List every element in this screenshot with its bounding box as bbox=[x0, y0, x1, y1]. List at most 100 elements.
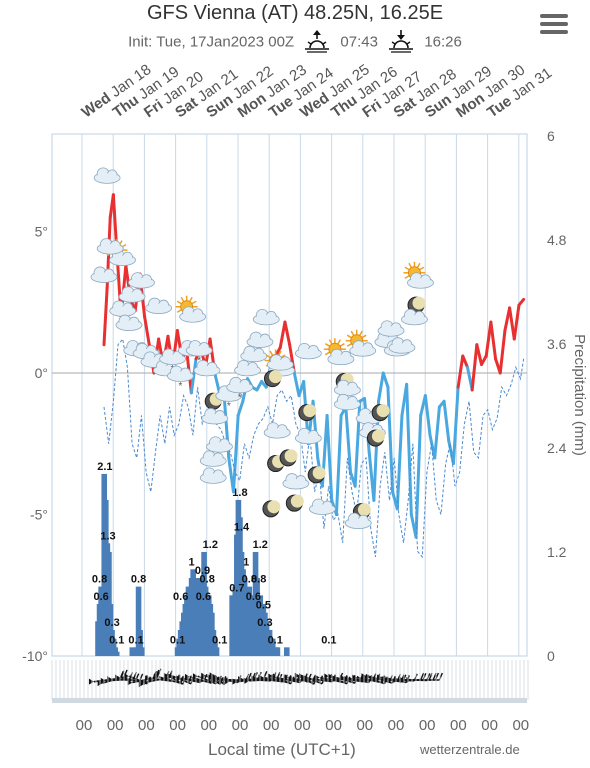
wind-feather bbox=[128, 672, 134, 680]
x-axis-title: Local time (UTC+1) bbox=[208, 740, 356, 759]
cloud-puff bbox=[112, 300, 126, 314]
wind-barb bbox=[314, 674, 348, 684]
wind-arrowhead bbox=[332, 675, 338, 682]
day-label: Fri Jan 27 bbox=[359, 68, 425, 121]
snowflake-icon: * bbox=[238, 392, 242, 403]
temperature-segment-cold bbox=[353, 399, 362, 488]
cloud-puff bbox=[249, 331, 263, 345]
precip-bar bbox=[249, 603, 256, 656]
cloud-icon bbox=[234, 359, 261, 377]
cloud-base bbox=[206, 440, 233, 453]
wind-arrowhead bbox=[324, 673, 330, 680]
sun-ray bbox=[118, 254, 123, 261]
wind-feather bbox=[206, 674, 212, 682]
precip-bar bbox=[241, 577, 248, 656]
cloud-fill bbox=[98, 244, 123, 254]
menu-button[interactable] bbox=[540, 14, 568, 36]
precip-bar bbox=[196, 586, 203, 656]
cloud-puff bbox=[214, 410, 226, 421]
cloud-fill bbox=[160, 354, 185, 364]
precip-value-label: 0.6 bbox=[93, 591, 108, 603]
precip-tick-label: 0 bbox=[547, 648, 555, 664]
wind-feather bbox=[251, 672, 256, 681]
cloud-puff bbox=[358, 408, 372, 421]
wind-feather bbox=[157, 668, 162, 677]
wind-feather bbox=[203, 673, 208, 682]
wind-shaft bbox=[366, 675, 385, 685]
sun-ray bbox=[419, 275, 425, 279]
sun-ray bbox=[361, 343, 367, 347]
wind-shaft bbox=[237, 677, 264, 683]
cloud-shape bbox=[327, 348, 355, 366]
cloud-puff bbox=[247, 361, 258, 373]
wind-feather bbox=[438, 672, 444, 681]
cloud-puff bbox=[218, 385, 232, 399]
day-date: Jan 25 bbox=[326, 61, 373, 101]
wind-barb bbox=[213, 673, 250, 683]
cloud-puff bbox=[228, 387, 240, 399]
cloud-puff bbox=[276, 424, 288, 436]
wind-shaft bbox=[356, 676, 382, 684]
cloud-fill bbox=[141, 357, 166, 367]
day-label: Sun Jan 29 bbox=[422, 63, 495, 121]
temperature-segment-cold bbox=[213, 371, 221, 395]
wind-barb bbox=[184, 673, 216, 684]
wind-barb bbox=[168, 673, 195, 685]
cloud-puff bbox=[212, 452, 224, 464]
wind-feather bbox=[299, 675, 304, 683]
wind-feather bbox=[287, 675, 292, 683]
precip-bar bbox=[198, 603, 204, 656]
temperature-segment-warm bbox=[194, 346, 203, 361]
cloud-fill bbox=[283, 479, 308, 489]
temperature-segment-cold bbox=[292, 371, 301, 398]
wind-barb bbox=[145, 674, 181, 683]
wind-barb bbox=[258, 674, 292, 684]
temperature-segment-cold bbox=[348, 470, 357, 488]
precip-value-label: 0.8 bbox=[242, 574, 257, 586]
night-cloud-icon bbox=[352, 503, 371, 521]
precip-value-label: 1.4 bbox=[234, 522, 250, 534]
day-of-week: Wed bbox=[297, 87, 336, 121]
wind-feather bbox=[212, 675, 218, 683]
temperature-segment-cold bbox=[241, 377, 250, 403]
temperature-segment-cold bbox=[306, 399, 315, 446]
temperature-segment-cold bbox=[358, 396, 367, 403]
sun-ray bbox=[176, 300, 182, 305]
cloud-fill bbox=[201, 456, 226, 466]
cloud-puff bbox=[346, 395, 358, 407]
cloud-shape bbox=[349, 340, 377, 357]
precip-bar bbox=[106, 551, 112, 656]
time-tick-label: 00 bbox=[294, 717, 311, 734]
precip-value-label: 1.2 bbox=[203, 539, 218, 551]
wind-feather bbox=[380, 675, 385, 683]
dewpoint-line bbox=[103, 337, 525, 559]
night-cloud-icon bbox=[279, 449, 298, 467]
wind-arrowhead bbox=[381, 676, 387, 683]
wind-arrowhead bbox=[344, 676, 350, 683]
day-date: Jan 22 bbox=[230, 63, 277, 103]
cloud-icon bbox=[152, 359, 180, 377]
sun-ray bbox=[408, 262, 413, 268]
wind-arrowhead bbox=[184, 673, 190, 680]
wind-arrowhead bbox=[275, 676, 281, 683]
cloud-fill bbox=[168, 371, 193, 381]
wind-barb bbox=[201, 672, 224, 685]
night-cloud-icon bbox=[298, 404, 317, 422]
cloud-base bbox=[333, 398, 361, 411]
init-text: Init: Tue, 17Jan2023 00Z bbox=[128, 33, 295, 51]
wind-arrowhead bbox=[267, 673, 273, 680]
cloud-puff bbox=[321, 500, 333, 512]
wind-shaft bbox=[218, 678, 246, 682]
sun-ray bbox=[328, 354, 333, 360]
precip-bar bbox=[191, 603, 198, 656]
sun-ray bbox=[121, 252, 127, 257]
cloud-puff bbox=[190, 342, 202, 353]
cloud-puff bbox=[410, 272, 423, 286]
temperature-segment-cold bbox=[189, 357, 198, 395]
moon-crescent bbox=[371, 429, 385, 443]
wind-barb bbox=[139, 670, 173, 686]
precip-value-label: 1 bbox=[189, 556, 195, 568]
temperature-segment-warm bbox=[517, 297, 526, 307]
time-ticks: 00 00 00 00 00 00 00 00 00 00 00 00 00 00 00 bbox=[76, 717, 529, 734]
